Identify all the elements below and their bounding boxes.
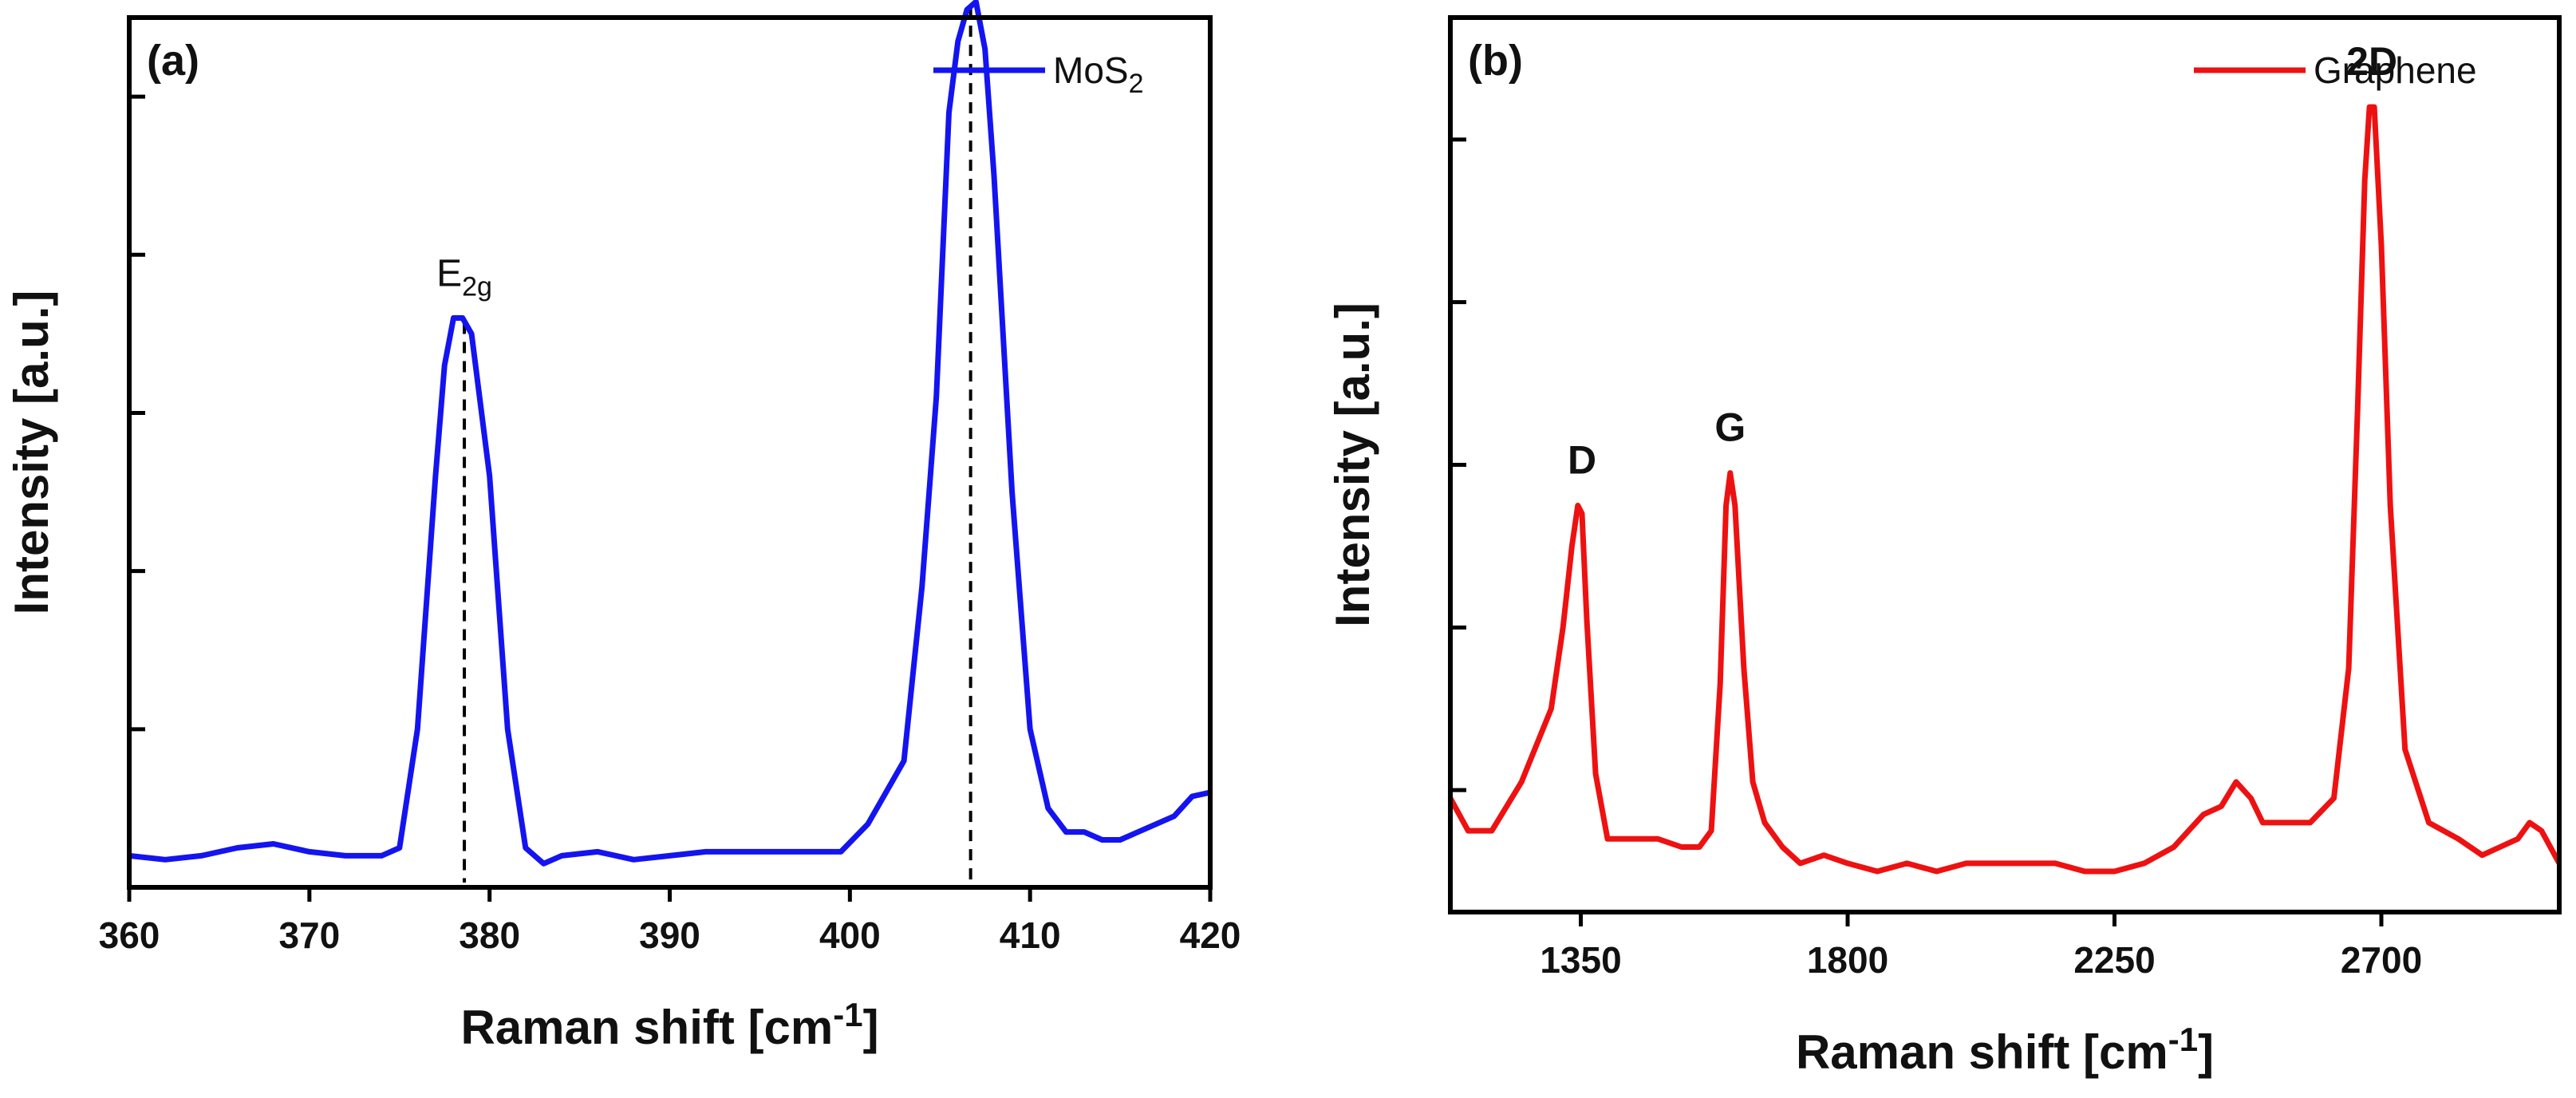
y-axis-title-a: Intensity [a.u.]	[5, 290, 58, 615]
x-ticks-a: 360 370 380 390 400 410 420	[99, 887, 1241, 956]
peak-label: G	[1714, 405, 1746, 450]
x-ticks-b: 1350 1800 2250 2700	[1540, 912, 2422, 981]
peak-label: E2g	[436, 253, 492, 302]
peak-labels-a: E2gA1g	[436, 253, 492, 302]
y-minor-ticks-a	[129, 94, 145, 732]
chart-panel-b: 1350 1800 2250 2700 (b) D G 2D Graphene Raman…	[1326, 15, 2562, 1079]
panel-label-a: (a)	[147, 37, 199, 85]
plot-frame-a	[127, 15, 1213, 890]
x-axis-title-b: Raman shift [cm-1]	[1796, 1021, 2214, 1079]
legend-b: Graphene	[2194, 49, 2477, 91]
x-tick-label: 410	[1000, 914, 1061, 956]
peak-dashed-lines-a	[463, 6, 972, 883]
plot-frame-b	[1448, 15, 2562, 914]
chart-panel-a: 360 370 380 390 400 410 420 (a) E2gA1g MoS2 Ra…	[5, 0, 1241, 1054]
x-tick-label: 380	[459, 914, 520, 956]
series-line-graphene	[1447, 104, 2562, 875]
panel-label-b: (b)	[1468, 37, 1523, 85]
x-tick-label: 1800	[1807, 939, 1888, 981]
peak-label: D	[1568, 437, 1596, 482]
x-tick-label: 420	[1180, 914, 1241, 956]
x-tick-label: 360	[99, 914, 160, 956]
y-minor-ticks-b	[1450, 137, 1466, 792]
x-tick-label: 400	[819, 914, 881, 956]
peak-label: 2D	[2346, 39, 2397, 84]
x-axis-title-a: Raman shift [cm-1]	[460, 996, 878, 1054]
x-tick-label: 2250	[2073, 939, 2155, 981]
y-axis-title-b: Intensity [a.u.]	[1326, 302, 1379, 627]
x-tick-label: 2700	[2341, 939, 2422, 981]
series-line-mos2	[128, 0, 1211, 867]
x-tick-label: 1350	[1540, 939, 1621, 981]
peak-labels-b: D G 2D	[1568, 39, 2397, 482]
x-tick-label: 370	[278, 914, 340, 956]
legend-label-graphene: Graphene	[2314, 49, 2477, 91]
legend-a: MoS2	[933, 49, 1144, 99]
legend-label-mos2: MoS2	[1053, 49, 1144, 99]
x-tick-label: 390	[639, 914, 700, 956]
